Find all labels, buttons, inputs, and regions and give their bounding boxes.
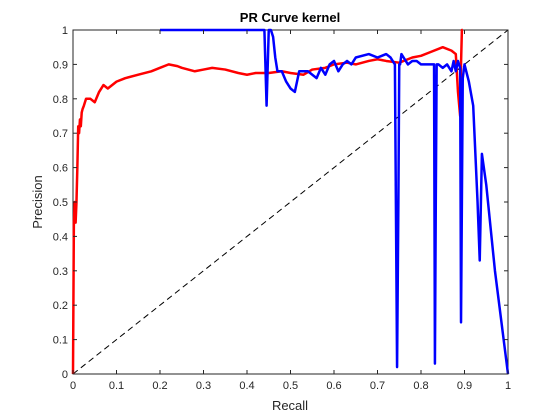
x-tick-label: 0.2: [152, 380, 167, 392]
y-tick-label: 0.3: [53, 266, 68, 278]
x-tick-label: 1: [505, 380, 511, 392]
x-tick-label: 0.5: [283, 380, 298, 392]
y-axis-label: Precision: [30, 175, 45, 228]
y-tick-label: 0.2: [53, 300, 68, 312]
series-line-0: [71, 28, 464, 375]
x-tick-label: 0.9: [457, 380, 472, 392]
x-tick-label: 0.6: [326, 380, 341, 392]
y-tick-label: 0.1: [53, 335, 68, 347]
x-tick-label: 0.3: [196, 380, 211, 392]
series-line-1: [160, 28, 510, 375]
x-tick-label: 0.8: [413, 380, 428, 392]
chart-title: PR Curve kernel: [240, 10, 340, 25]
x-tick-label: 0.1: [109, 380, 124, 392]
y-tick-label: 0.8: [53, 94, 68, 106]
plot-content: [71, 28, 510, 375]
x-axis-label: Recall: [272, 398, 308, 413]
y-tick-label: 0.4: [53, 231, 68, 243]
x-tick-label: 0.4: [239, 380, 254, 392]
x-tick-label: 0.7: [370, 380, 385, 392]
y-axis-ticks: 0 0.1 0.2 0.3 0.4 0.5 0.6 0.7 0.8 0.9 1: [53, 25, 508, 381]
y-tick-label: 0.9: [53, 59, 68, 71]
y-tick-label: 1: [62, 25, 68, 37]
y-tick-label: 0.6: [53, 163, 68, 175]
x-axis-ticks: 0 0.1 0.2 0.3 0.4 0.5 0.6 0.7 0.8 0.9 1: [70, 30, 511, 392]
y-tick-label: 0: [62, 369, 68, 381]
y-tick-label: 0.5: [53, 197, 68, 209]
x-tick-label: 0: [70, 380, 76, 392]
y-tick-label: 0.7: [53, 128, 68, 140]
